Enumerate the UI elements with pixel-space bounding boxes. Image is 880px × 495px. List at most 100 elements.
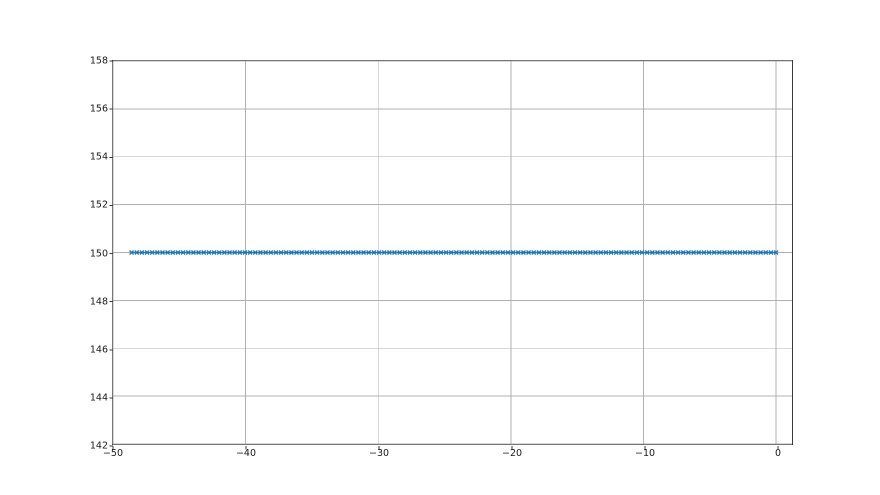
data-point-marker [722, 250, 727, 255]
data-point-marker [624, 250, 630, 255]
data-point-marker [629, 250, 635, 255]
data-point-marker [582, 250, 588, 255]
data-point-marker [660, 250, 666, 255]
data-point-marker [562, 250, 568, 255]
data-point-marker [551, 250, 557, 255]
data-point-marker [716, 250, 722, 255]
data-point-marker [464, 250, 470, 255]
data-point-marker [216, 250, 222, 255]
data-point-marker [190, 250, 196, 255]
data-point-marker [644, 250, 650, 255]
data-point-marker [747, 250, 753, 255]
x-tick-label: −40 [235, 448, 257, 459]
data-point-marker [175, 250, 181, 255]
plot-area: 142 144 146 148 150 152 154 156 158 −50 −40 −30 −20… [90, 56, 793, 458]
data-point-marker [273, 250, 279, 255]
data-point-marker [490, 250, 495, 255]
data-point-marker [536, 250, 542, 255]
data-point-marker [593, 250, 599, 255]
data-point-marker [448, 250, 454, 255]
data-point-marker [386, 250, 392, 255]
y-tick-label: 154 [89, 151, 108, 163]
y-tick-label: 148 [89, 295, 108, 307]
data-point-marker [402, 250, 408, 255]
data-point-marker [232, 250, 238, 255]
data-point-marker [129, 250, 135, 255]
data-point-marker [443, 250, 449, 255]
data-point-marker [299, 250, 305, 255]
data-point-marker [773, 250, 779, 255]
data-point-marker [484, 250, 490, 255]
data-point-marker [510, 250, 516, 255]
data-point-marker [433, 250, 439, 255]
data-point-marker [758, 250, 764, 255]
data-point-marker [211, 250, 217, 255]
data-point-marker [665, 250, 671, 255]
data-point-marker [283, 250, 289, 255]
data-point-marker [639, 250, 645, 255]
data-point-marker [361, 250, 367, 255]
data-point-marker [608, 250, 614, 255]
data-point-marker [557, 250, 562, 255]
data-point-marker [154, 250, 160, 255]
data-point-marker [263, 250, 269, 255]
data-point-marker [258, 250, 263, 255]
data-point-marker [685, 250, 691, 255]
data-point-marker [227, 250, 232, 255]
data-point-marker [335, 250, 341, 255]
data-point-marker [381, 250, 387, 255]
data-point-marker [732, 250, 738, 255]
data-point-marker [149, 250, 155, 255]
x-tick-label: −30 [368, 448, 390, 459]
data-point-marker [247, 250, 253, 255]
y-tick-label: 142 [89, 440, 108, 452]
data-point-marker [185, 250, 191, 255]
data-point-marker [350, 250, 356, 255]
data-point-marker [397, 250, 403, 255]
data-point-marker [242, 250, 248, 255]
data-point-marker [304, 250, 310, 255]
data-point-marker [541, 250, 547, 255]
y-tick-label: 150 [89, 247, 108, 259]
data-point-marker [495, 250, 501, 255]
data-point-marker [618, 250, 624, 255]
data-series-layer [129, 250, 779, 255]
data-point-marker [330, 250, 336, 255]
tick-mark-layer [109, 60, 779, 450]
series-1 [129, 250, 779, 255]
data-point-marker [165, 250, 171, 255]
y-tick-label: 146 [89, 344, 108, 355]
data-point-marker [479, 250, 485, 255]
data-point-marker [603, 250, 609, 255]
data-point-marker [376, 250, 382, 255]
x-tick-label: −20 [501, 448, 523, 459]
data-point-marker [572, 250, 578, 255]
y-tick-label: 158 [89, 55, 108, 67]
y-tick-label: 156 [89, 103, 108, 115]
data-point-marker [206, 250, 212, 255]
data-point-marker [201, 250, 207, 255]
data-point-marker [325, 250, 330, 255]
data-point-marker [768, 250, 774, 255]
y-tick-label: 144 [89, 392, 108, 404]
data-point-marker [567, 250, 573, 255]
data-point-marker [371, 250, 377, 255]
data-point-marker [531, 250, 537, 255]
data-point-marker [701, 250, 707, 255]
data-point-marker [706, 250, 712, 255]
data-point-marker [453, 250, 459, 255]
data-point-marker [144, 250, 150, 255]
data-point-marker [613, 250, 619, 255]
data-point-marker [742, 250, 748, 255]
data-point-marker [319, 250, 325, 255]
data-point-marker [423, 250, 428, 255]
data-point-marker [278, 250, 284, 255]
data-point-marker [515, 250, 521, 255]
data-point-marker [655, 250, 660, 255]
data-point-marker [170, 250, 176, 255]
data-point-marker [221, 250, 227, 255]
data-point-marker [711, 250, 717, 255]
data-point-marker [598, 250, 604, 255]
data-point-marker [428, 250, 434, 255]
